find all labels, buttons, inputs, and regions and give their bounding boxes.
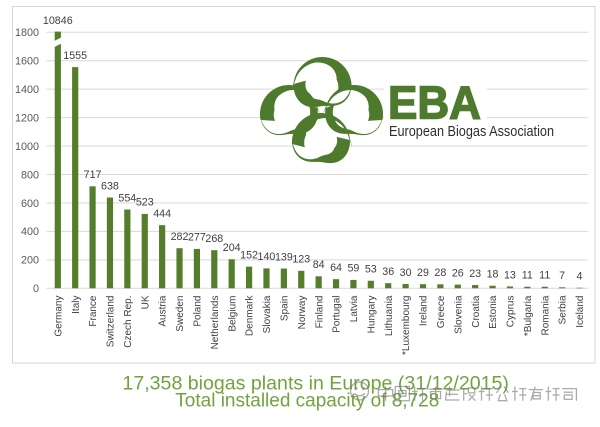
- svg-text:0: 0: [33, 283, 39, 295]
- svg-text:Sweden: Sweden: [175, 296, 186, 332]
- svg-text:139: 139: [275, 251, 293, 263]
- svg-text:European Biogas Association: European Biogas Association: [389, 123, 554, 140]
- svg-text:Cyprus: Cyprus: [506, 296, 517, 328]
- svg-text:Portugal: Portugal: [332, 296, 343, 333]
- svg-text:Ireland: Ireland: [419, 296, 430, 327]
- svg-text:Netherlands: Netherlands: [210, 296, 221, 350]
- svg-text:123: 123: [292, 254, 310, 266]
- svg-text:Denmark: Denmark: [245, 295, 256, 337]
- svg-text:600: 600: [21, 198, 39, 210]
- svg-text:Croatia: Croatia: [471, 295, 482, 328]
- svg-text:26: 26: [452, 267, 464, 279]
- svg-text:204: 204: [223, 242, 241, 254]
- svg-text:Poland: Poland: [193, 296, 204, 327]
- svg-text:523: 523: [136, 197, 154, 209]
- svg-text:Romania: Romania: [540, 295, 551, 335]
- svg-text:1200: 1200: [15, 112, 39, 124]
- svg-text:800: 800: [21, 169, 39, 181]
- svg-text:28: 28: [434, 267, 446, 279]
- svg-text:Greece: Greece: [436, 295, 447, 328]
- svg-text:13: 13: [504, 269, 516, 281]
- svg-text:1555: 1555: [63, 50, 87, 62]
- svg-text:23: 23: [469, 268, 481, 280]
- svg-text:Germany: Germany: [53, 296, 64, 337]
- svg-text:268: 268: [205, 233, 223, 245]
- svg-text:Total installed capacity of 8,: Total installed capacity of 8,728: [175, 389, 439, 411]
- svg-text:1600: 1600: [15, 56, 39, 68]
- svg-text:Norway: Norway: [297, 296, 308, 330]
- svg-text:Czech Rep.: Czech Rep.: [123, 296, 134, 348]
- svg-text:444: 444: [153, 208, 171, 220]
- svg-text:Serbia: Serbia: [558, 295, 569, 324]
- svg-text:1400: 1400: [15, 84, 39, 96]
- svg-text:638: 638: [101, 180, 119, 192]
- svg-text:140: 140: [258, 251, 276, 263]
- svg-text:EBA: EBA: [388, 77, 481, 129]
- svg-text:277: 277: [188, 232, 206, 244]
- svg-text:717: 717: [84, 169, 102, 181]
- svg-text:Switzerland: Switzerland: [106, 296, 117, 348]
- svg-text:Slovakia: Slovakia: [262, 295, 273, 333]
- svg-text:59: 59: [347, 263, 359, 275]
- svg-text:84: 84: [313, 259, 325, 271]
- svg-text:4: 4: [577, 271, 583, 283]
- svg-text:Slovenia: Slovenia: [453, 295, 464, 334]
- svg-text:29: 29: [417, 267, 429, 279]
- svg-text:Austria: Austria: [158, 295, 169, 327]
- svg-text:10846: 10846: [43, 15, 73, 27]
- svg-text:Iceland: Iceland: [575, 296, 586, 328]
- svg-text:152: 152: [240, 249, 258, 261]
- svg-text:30: 30: [400, 267, 412, 279]
- svg-text:UK: UK: [140, 295, 151, 309]
- svg-text:Hungary: Hungary: [366, 296, 377, 334]
- svg-text:France: France: [88, 295, 99, 327]
- svg-text:200: 200: [21, 255, 39, 267]
- svg-text:*Bulgaria: *Bulgaria: [523, 295, 534, 336]
- svg-text:554: 554: [118, 192, 136, 204]
- svg-text:11: 11: [522, 270, 533, 282]
- svg-text:1000: 1000: [15, 141, 39, 153]
- svg-text:11: 11: [539, 270, 550, 282]
- svg-text:Spain: Spain: [279, 296, 290, 322]
- svg-text:1800: 1800: [15, 27, 39, 39]
- svg-text:282: 282: [171, 231, 189, 243]
- svg-text:36: 36: [382, 266, 394, 278]
- svg-text:*Luxembourg: *Luxembourg: [401, 296, 412, 355]
- svg-text:Estonia: Estonia: [488, 295, 499, 329]
- svg-text:7: 7: [559, 270, 565, 282]
- svg-text:53: 53: [365, 264, 377, 276]
- svg-text:Italy: Italy: [71, 296, 82, 314]
- svg-text:400: 400: [21, 226, 39, 238]
- svg-text:17,358 biogas plants in Europe: 17,358 biogas plants in Europe (31/12/20…: [122, 372, 509, 394]
- svg-text:Finland: Finland: [314, 296, 325, 329]
- svg-text:Latvia: Latvia: [349, 295, 360, 322]
- svg-text:Lithuania: Lithuania: [384, 295, 395, 336]
- svg-text:18: 18: [487, 269, 499, 281]
- svg-text:Belgium: Belgium: [227, 296, 238, 332]
- svg-text:64: 64: [330, 262, 342, 274]
